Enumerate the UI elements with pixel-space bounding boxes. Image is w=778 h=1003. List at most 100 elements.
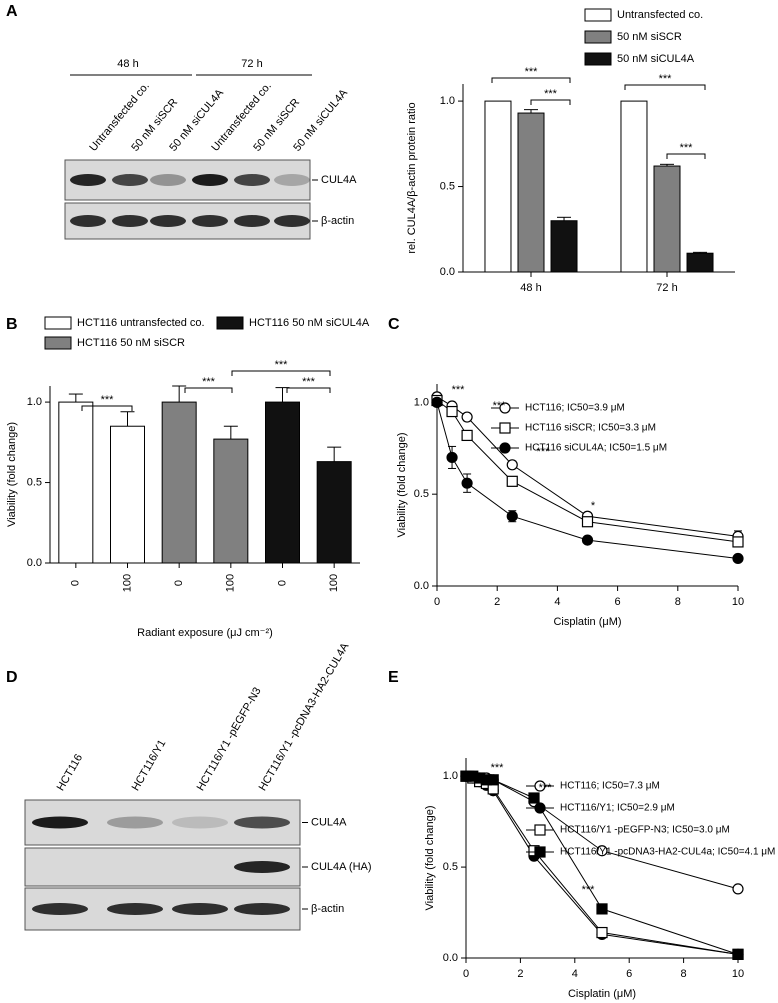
error-bar	[524, 109, 538, 114]
band	[107, 816, 163, 829]
bar	[265, 401, 300, 564]
y-tick-label: 1.0	[440, 95, 455, 107]
band	[150, 215, 186, 227]
legend-marker	[499, 422, 511, 434]
x-tick-label: 0	[434, 596, 440, 608]
error-bar	[68, 393, 83, 403]
marker	[581, 534, 594, 546]
marker	[487, 774, 499, 786]
y-tick-label: 0.0	[27, 557, 42, 569]
x-axis-label: Cisplatin (μM)	[568, 988, 636, 1000]
marker	[596, 845, 608, 857]
y-axis-label: Viability (fold change)	[424, 806, 436, 911]
legend-label: HCT116 siCUL4A; IC50=1.5 μM	[525, 443, 667, 454]
legend-label: HCT116; IC50=7.3 μM	[560, 781, 660, 792]
y-tick-label: 0.5	[27, 476, 42, 488]
x-tick-label: 10	[732, 968, 744, 980]
legend-swatch	[216, 316, 244, 330]
significance-bracket	[530, 99, 571, 105]
marker	[732, 552, 744, 565]
x-axis-label: Cisplatin (μM)	[553, 616, 621, 628]
x-tick-label: 100	[121, 574, 133, 592]
band	[192, 215, 228, 227]
y-tick-label: 1.0	[443, 770, 458, 782]
y-axis-label: Viability (fold change)	[6, 422, 18, 527]
panel-label: A	[6, 3, 18, 20]
band	[274, 215, 310, 227]
y-tick-label: 0.5	[440, 180, 455, 192]
y-tick-label: 0.0	[443, 952, 458, 964]
y-tick-label: 0.5	[414, 488, 429, 500]
band	[234, 903, 290, 915]
x-tick-label: 8	[681, 968, 687, 980]
legend-label: HCT116 untransfected co.	[77, 317, 205, 329]
annotation: ***	[539, 782, 553, 794]
band	[234, 174, 270, 186]
annotation: *	[591, 500, 596, 512]
legend-swatch	[584, 8, 612, 22]
x-tick-label: 100	[225, 574, 237, 592]
band-label: CUL4A	[321, 174, 357, 186]
annotation: ***	[680, 142, 694, 154]
annotation: ***	[582, 884, 596, 896]
error-bar	[223, 425, 238, 440]
annotation: ***	[544, 88, 558, 100]
band	[112, 215, 148, 227]
annotation: ***	[452, 384, 466, 396]
time-label: 72 h	[241, 58, 262, 70]
band	[172, 903, 228, 915]
bar	[484, 100, 512, 273]
error-bar	[172, 385, 187, 403]
band	[150, 174, 186, 186]
marker	[446, 451, 458, 464]
marker	[461, 429, 473, 442]
significance-bracket	[666, 153, 706, 159]
y-tick-label: 1.0	[27, 396, 42, 408]
band	[70, 215, 106, 227]
bar	[620, 100, 648, 273]
bar	[161, 401, 197, 564]
legend-label: HCT116; IC50=3.9 μM	[525, 403, 625, 414]
band	[107, 903, 163, 915]
annotation: ***	[537, 446, 551, 458]
band	[32, 816, 88, 829]
y-tick-label: 1.0	[414, 396, 429, 408]
error-bar	[327, 446, 342, 462]
bar	[213, 438, 249, 564]
bar	[653, 165, 681, 273]
marker	[581, 516, 594, 528]
legend-swatch	[584, 52, 612, 66]
band-label: β-actin	[311, 903, 344, 915]
marker	[506, 459, 518, 471]
legend-label: Untransfected co.	[617, 9, 703, 21]
legend-label: 50 nM siSCR	[617, 31, 682, 43]
panel-label: E	[388, 669, 399, 686]
bar	[686, 252, 714, 273]
legend-marker	[499, 402, 511, 414]
annotation: ***	[525, 66, 539, 78]
legend-swatch	[44, 336, 72, 350]
band-label: CUL4A (HA)	[311, 861, 372, 873]
legend-label: HCT116/Y1 -pcDNA3-HA2-CUL4a; IC50=4.1 μM	[560, 847, 775, 858]
annotation: ***	[493, 400, 507, 412]
band-label: CUL4A	[311, 816, 347, 828]
series-line	[436, 402, 739, 559]
significance-bracket	[624, 84, 706, 90]
marker	[461, 411, 473, 423]
significance-bracket	[184, 387, 233, 393]
band	[192, 174, 228, 186]
legend-label: HCT116/Y1 -pEGFP-N3; IC50=3.0 μM	[560, 825, 730, 836]
x-tick-label: 10	[732, 596, 744, 608]
marker	[431, 396, 443, 408]
band	[32, 903, 88, 915]
error-bar	[693, 251, 708, 254]
annotation: ***	[101, 394, 115, 406]
panel-label: D	[6, 669, 18, 686]
marker	[732, 948, 744, 960]
significance-bracket	[81, 405, 133, 411]
x-tick-label: 2	[517, 968, 523, 980]
x-tick-label: 100	[328, 574, 340, 592]
x-tick-label: 6	[615, 596, 621, 608]
significance-bracket	[491, 77, 571, 83]
